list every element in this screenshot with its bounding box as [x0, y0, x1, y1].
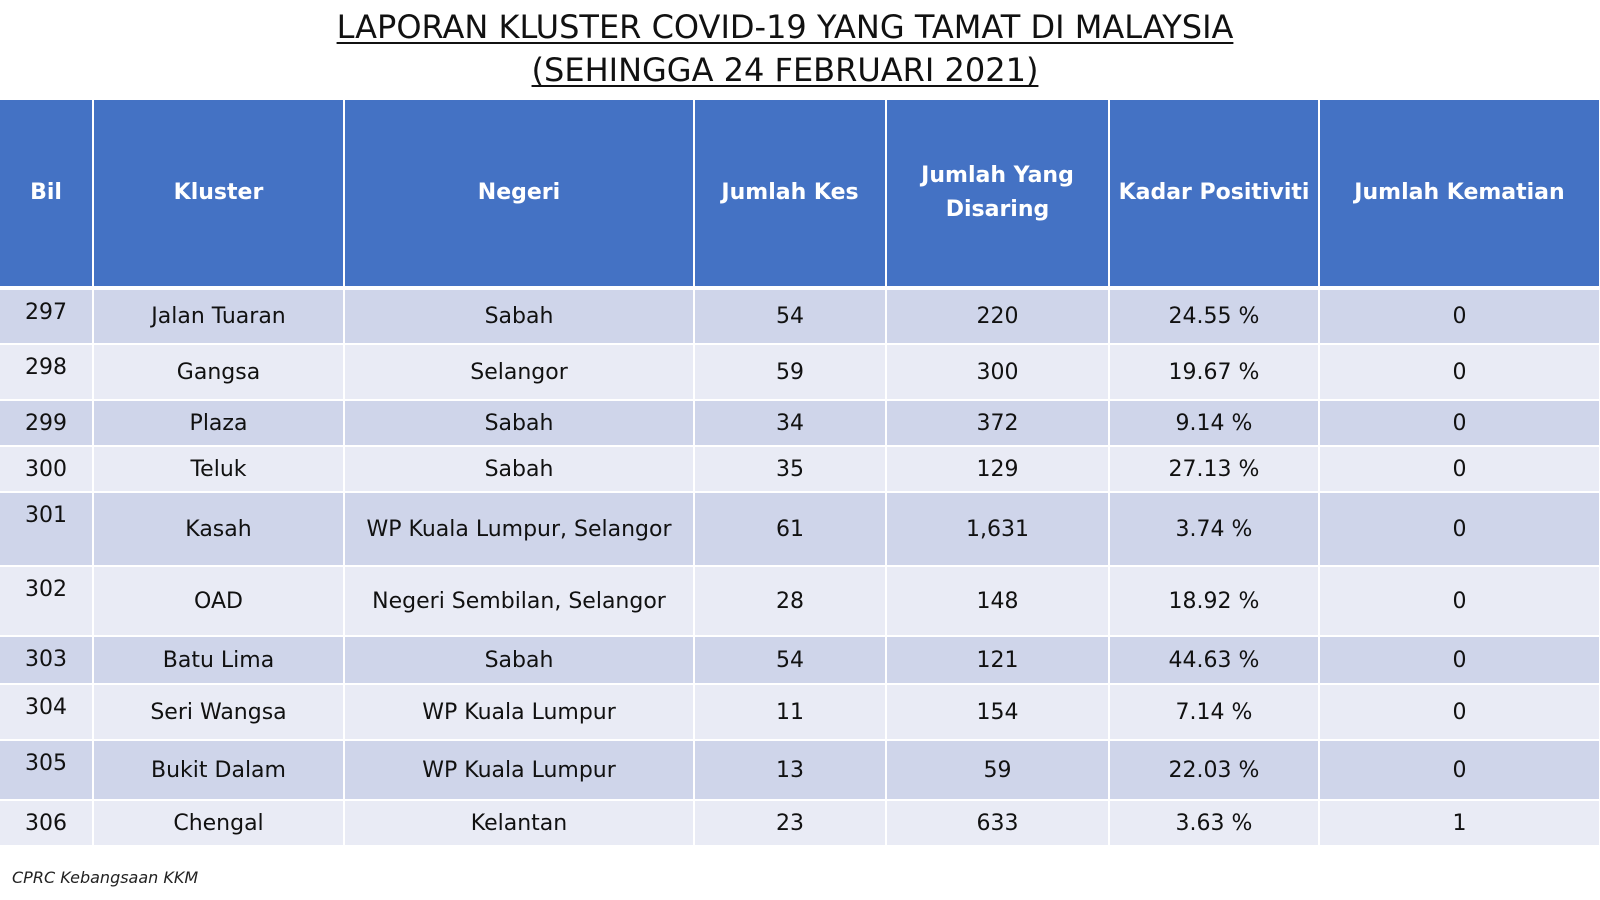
cell-bil: 302 — [0, 566, 94, 637]
cell-bil: 298 — [0, 344, 94, 401]
cell-kluster: Kasah — [92, 492, 345, 567]
cell-kadar-positiviti: 19.67 % — [1108, 344, 1320, 401]
cell-kluster: Seri Wangsa — [92, 684, 345, 741]
cell-jumlah-disaring: 220 — [885, 288, 1110, 345]
cell-negeri: Kelantan — [343, 800, 695, 847]
cell-negeri: Sabah — [343, 636, 695, 685]
cell-jumlah-kes: 13 — [693, 740, 887, 801]
cell-negeri: WP Kuala Lumpur — [343, 740, 695, 801]
header-bil: Bil — [0, 100, 94, 290]
cell-negeri: Negeri Sembilan, Selangor — [343, 566, 695, 637]
cell-bil: 305 — [0, 740, 94, 801]
cell-jumlah-kematian: 0 — [1318, 740, 1600, 801]
cell-jumlah-kematian: 0 — [1318, 492, 1600, 567]
cell-negeri: WP Kuala Lumpur, Selangor — [343, 492, 695, 567]
cell-jumlah-disaring: 1,631 — [885, 492, 1110, 567]
table-row: 304 Seri Wangsa WP Kuala Lumpur 11 154 7… — [0, 684, 1600, 741]
cell-jumlah-kematian: 0 — [1318, 636, 1600, 685]
cell-kadar-positiviti: 7.14 % — [1108, 684, 1320, 741]
cell-kluster: Gangsa — [92, 344, 345, 401]
cell-kadar-positiviti: 18.92 % — [1108, 566, 1320, 637]
cell-jumlah-disaring: 633 — [885, 800, 1110, 847]
cell-jumlah-kematian: 0 — [1318, 400, 1600, 447]
cell-jumlah-kes: 35 — [693, 446, 887, 493]
cell-bil: 300 — [0, 446, 94, 493]
cell-jumlah-kes: 34 — [693, 400, 887, 447]
cell-negeri: Selangor — [343, 344, 695, 401]
header-kadar-positiviti: Kadar Positiviti — [1108, 100, 1320, 290]
cell-kadar-positiviti: 44.63 % — [1108, 636, 1320, 685]
cell-bil: 299 — [0, 400, 94, 447]
cell-kluster: Jalan Tuaran — [92, 288, 345, 345]
cell-kluster: Bukit Dalam — [92, 740, 345, 801]
cell-bil: 303 — [0, 636, 94, 685]
cell-jumlah-kes: 54 — [693, 288, 887, 345]
cell-kadar-positiviti: 3.74 % — [1108, 492, 1320, 567]
table-row: 299 Plaza Sabah 34 372 9.14 % 0 — [0, 400, 1600, 447]
cell-negeri: Sabah — [343, 400, 695, 447]
cell-jumlah-disaring: 148 — [885, 566, 1110, 637]
report-title-line2: (SEHINGGA 24 FEBRUARI 2021) — [531, 51, 1039, 89]
cell-jumlah-disaring: 129 — [885, 446, 1110, 493]
cell-jumlah-kes: 28 — [693, 566, 887, 637]
report-title: LAPORAN KLUSTER COVID-19 YANG TAMAT DI M… — [0, 6, 1570, 92]
table-header-row: Bil Kluster Negeri Jumlah Kes Jumlah Yan… — [0, 100, 1600, 290]
cell-kluster: OAD — [92, 566, 345, 637]
cell-bil: 301 — [0, 492, 94, 567]
table-row: 300 Teluk Sabah 35 129 27.13 % 0 — [0, 446, 1600, 493]
table-row: 305 Bukit Dalam WP Kuala Lumpur 13 59 22… — [0, 740, 1600, 801]
cell-bil: 304 — [0, 684, 94, 741]
cell-kluster: Batu Lima — [92, 636, 345, 685]
cell-kluster: Teluk — [92, 446, 345, 493]
table-row: 298 Gangsa Selangor 59 300 19.67 % 0 — [0, 344, 1600, 401]
cell-jumlah-disaring: 121 — [885, 636, 1110, 685]
cell-negeri: WP Kuala Lumpur — [343, 684, 695, 741]
table-row: 297 Jalan Tuaran Sabah 54 220 24.55 % 0 — [0, 288, 1600, 345]
cell-negeri: Sabah — [343, 446, 695, 493]
cell-jumlah-disaring: 300 — [885, 344, 1110, 401]
cell-jumlah-kematian: 0 — [1318, 446, 1600, 493]
cell-jumlah-kes: 59 — [693, 344, 887, 401]
cell-kadar-positiviti: 22.03 % — [1108, 740, 1320, 801]
table-row: 302 OAD Negeri Sembilan, Selangor 28 148… — [0, 566, 1600, 637]
header-negeri: Negeri — [343, 100, 695, 290]
cell-kadar-positiviti: 27.13 % — [1108, 446, 1320, 493]
cell-bil: 306 — [0, 800, 94, 847]
cell-jumlah-kematian: 1 — [1318, 800, 1600, 847]
cell-jumlah-kes: 11 — [693, 684, 887, 741]
cell-jumlah-kes: 23 — [693, 800, 887, 847]
cell-jumlah-kes: 61 — [693, 492, 887, 567]
cell-jumlah-kematian: 0 — [1318, 344, 1600, 401]
header-jumlah-kematian: Jumlah Kematian — [1318, 100, 1600, 290]
header-jumlah-kes: Jumlah Kes — [693, 100, 887, 290]
table-row: 303 Batu Lima Sabah 54 121 44.63 % 0 — [0, 636, 1600, 685]
header-jumlah-disaring: Jumlah Yang Disaring — [885, 100, 1110, 290]
cell-jumlah-disaring: 154 — [885, 684, 1110, 741]
cell-kadar-positiviti: 9.14 % — [1108, 400, 1320, 447]
table-row: 301 Kasah WP Kuala Lumpur, Selangor 61 1… — [0, 492, 1600, 567]
table-row: 306 Chengal Kelantan 23 633 3.63 % 1 — [0, 800, 1600, 847]
source-footnote: CPRC Kebangsaan KKM — [12, 868, 199, 887]
header-kluster: Kluster — [92, 100, 345, 290]
cell-jumlah-disaring: 372 — [885, 400, 1110, 447]
cell-jumlah-kematian: 0 — [1318, 684, 1600, 741]
cell-jumlah-disaring: 59 — [885, 740, 1110, 801]
cell-jumlah-kematian: 0 — [1318, 566, 1600, 637]
report-title-line1: LAPORAN KLUSTER COVID-19 YANG TAMAT DI M… — [336, 8, 1234, 46]
cluster-report-table: Bil Kluster Negeri Jumlah Kes Jumlah Yan… — [0, 100, 1600, 847]
cell-jumlah-kematian: 0 — [1318, 288, 1600, 345]
cell-kadar-positiviti: 24.55 % — [1108, 288, 1320, 345]
cell-jumlah-kes: 54 — [693, 636, 887, 685]
cell-kluster: Chengal — [92, 800, 345, 847]
cell-kadar-positiviti: 3.63 % — [1108, 800, 1320, 847]
cell-kluster: Plaza — [92, 400, 345, 447]
cell-bil: 297 — [0, 288, 94, 345]
cell-negeri: Sabah — [343, 288, 695, 345]
